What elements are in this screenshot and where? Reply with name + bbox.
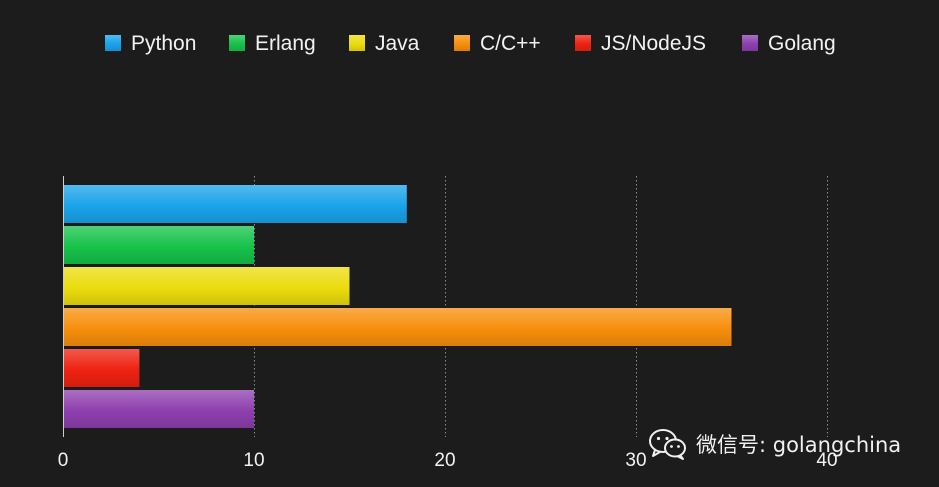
legend-swatch-python [105, 35, 121, 51]
legend-swatch-golang [742, 35, 758, 51]
x-tick-label-40: 40 [816, 450, 837, 471]
x-gridlines [254, 176, 828, 437]
legend-label-java: Java [375, 32, 420, 55]
bar-python [64, 185, 407, 223]
watermark: 微信号: golangchina [648, 426, 901, 462]
bar-erlang [64, 226, 254, 264]
bars [64, 185, 732, 428]
legend-swatch-erlang [229, 35, 245, 51]
wechat-icon [649, 429, 686, 460]
bar-java [64, 267, 350, 305]
bar-js-nodejs [64, 349, 140, 387]
legend-label-erlang: Erlang [255, 32, 316, 55]
legend-swatch-js-nodejs [575, 35, 591, 51]
legend-label-python: Python [131, 32, 196, 55]
x-tick-label-0: 0 [58, 450, 69, 471]
x-axis-ticks: 0 10 20 30 40 [58, 450, 838, 471]
legend-swatch-c-c- [454, 35, 470, 51]
legend-label-c-c-: C/C++ [480, 32, 541, 55]
legend-label-golang: Golang [768, 32, 836, 55]
bar-golang [64, 390, 254, 428]
x-tick-label-10: 10 [243, 450, 264, 471]
x-tick-label-30: 30 [625, 450, 646, 471]
legend: Python Erlang Java C/C++ JS/NodeJS Golang [105, 32, 836, 55]
bar-c-c- [64, 308, 732, 346]
x-tick-label-20: 20 [434, 450, 455, 471]
legend-swatch-java [349, 35, 365, 51]
legend-label-js-nodejs: JS/NodeJS [601, 32, 706, 55]
watermark-text: 微信号: golangchina [696, 433, 902, 457]
